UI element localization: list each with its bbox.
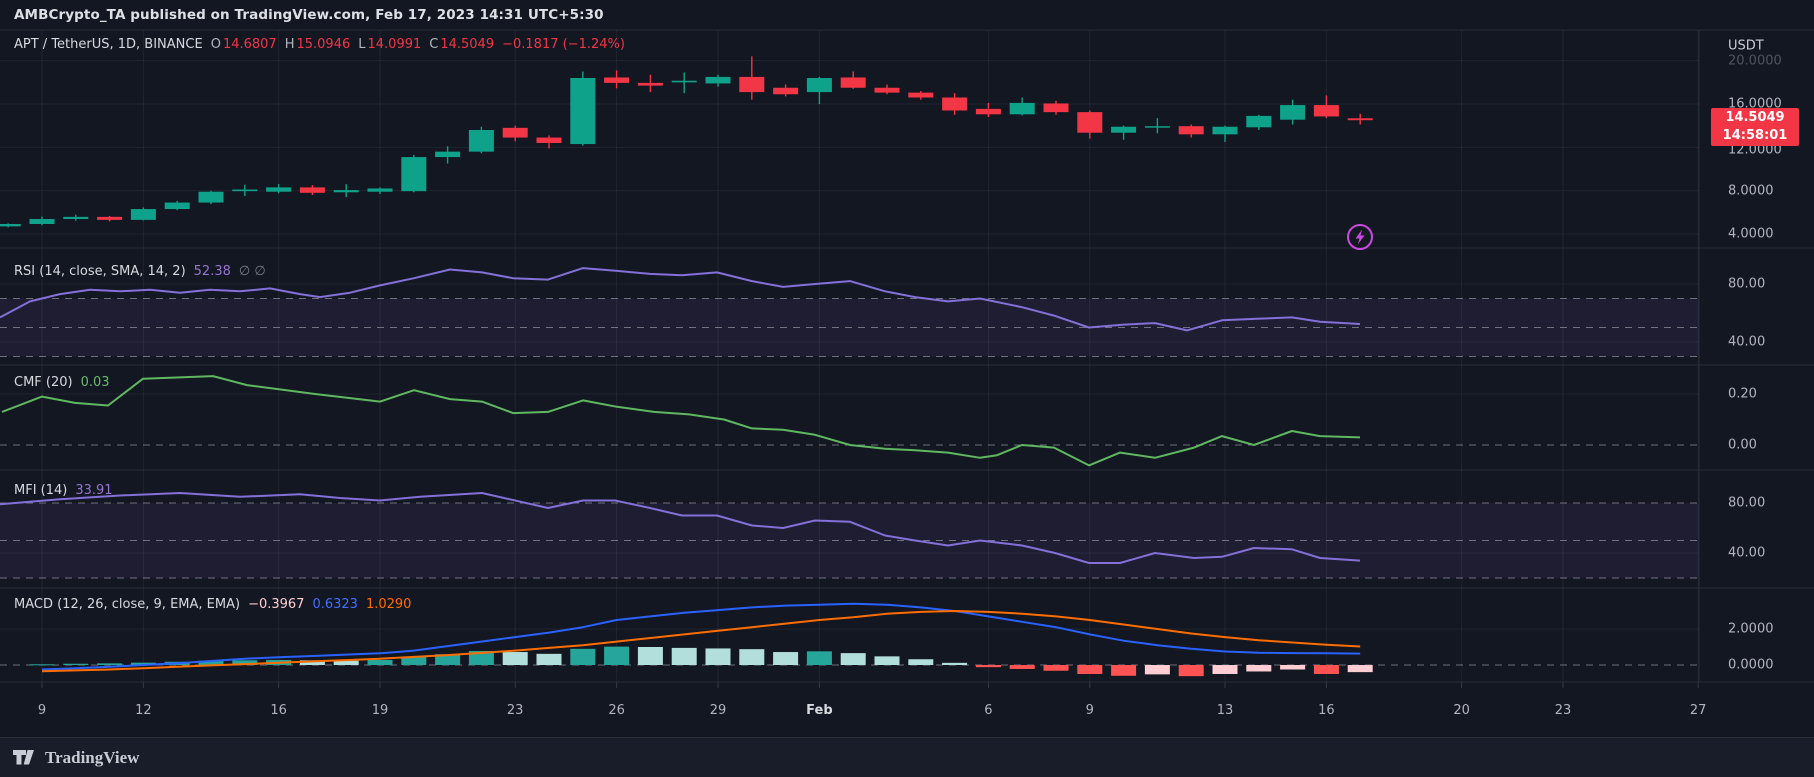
time-axis-label: 16 <box>270 703 287 718</box>
time-axis-label: 13 <box>1216 703 1234 718</box>
price-axis-label: 20.0000 <box>1728 53 1782 69</box>
time-axis-label: 16 <box>1318 703 1335 718</box>
cmf-value: 0.03 <box>80 375 110 390</box>
indicator-bands <box>0 298 1699 578</box>
cmf-title: CMF (20) <box>14 375 73 390</box>
low-value: 14.0991 <box>367 37 422 52</box>
mfi-legend[interactable]: MFI (14) 33.91 <box>14 483 113 498</box>
price-axis-label: 8.0000 <box>1728 183 1774 199</box>
price-axis-label: 0.00 <box>1728 437 1757 453</box>
macd-legend[interactable]: MACD (12, 26, close, 9, EMA, EMA) −0.396… <box>14 597 411 612</box>
candles-layer <box>0 56 1373 228</box>
price-axis-label: 12.0000 <box>1728 142 1782 158</box>
open-label: O <box>210 37 221 52</box>
time-axis-label: 20 <box>1453 703 1470 718</box>
tradingview-logo-text[interactable]: TradingView <box>45 747 140 767</box>
open-value: 14.6807 <box>222 37 277 52</box>
time-axis-label: 26 <box>608 703 625 718</box>
price-axis-label: 16.0000 <box>1728 96 1782 112</box>
low-label: L <box>358 37 366 52</box>
time-axis-label: 6 <box>984 703 993 718</box>
time-axis-label: 9 <box>37 703 47 718</box>
symbol-title: APT / TetherUS, 1D, BINANCE <box>14 37 203 52</box>
close-label: C <box>429 37 439 52</box>
rsi-empty-values: ∅ ∅ <box>238 264 266 279</box>
high-value: 15.0946 <box>296 37 351 52</box>
price-axis-label: 40.00 <box>1728 334 1766 350</box>
price-axis-label: 0.20 <box>1728 386 1757 402</box>
high-label: H <box>284 37 295 52</box>
time-axis-label: 27 <box>1689 703 1707 718</box>
macd-title: MACD (12, 26, close, 9, EMA, EMA) <box>14 597 241 612</box>
price-axis-label: 0.0000 <box>1728 657 1774 673</box>
pane-separators <box>0 29 1814 683</box>
rsi-line <box>0 267 1361 332</box>
price-axis-label: 4.0000 <box>1728 226 1774 242</box>
mfi-title: MFI (14) <box>14 483 68 498</box>
price-axis-label: 40.00 <box>1728 545 1766 561</box>
price-axis-label: USDT <box>1728 38 1764 54</box>
time-axis-label: 29 <box>709 703 727 718</box>
time-axis-label: Feb <box>806 703 833 718</box>
rsi-title: RSI (14, close, SMA, 14, 2) <box>14 264 186 279</box>
grid-lines <box>0 30 1699 688</box>
tradingview-logo-icon[interactable] <box>13 750 35 765</box>
rsi-legend[interactable]: RSI (14, close, SMA, 14, 2) 52.38 ∅ ∅ <box>14 264 266 279</box>
time-axis-label: 23 <box>506 703 524 718</box>
time-axis-label: 9 <box>1085 703 1094 718</box>
macd-line-value: 0.6323 <box>312 597 358 612</box>
lightning-icon[interactable] <box>1347 224 1373 250</box>
price-axis-label: 2.0000 <box>1728 621 1774 637</box>
mfi-line <box>0 492 1361 564</box>
main-series-legend[interactable]: APT / TetherUS, 1D, BINANCE O 14.6807 H 15… <box>14 37 625 52</box>
macd-lines <box>41 602 1361 673</box>
price-axis-label: 80.00 <box>1728 495 1766 511</box>
macd-histogram <box>29 646 1373 677</box>
price-axis-label: 80.00 <box>1728 276 1766 292</box>
macd-signal-value: 1.0290 <box>365 597 412 612</box>
last-price-badge: 14.5049 14:58:01 <box>1711 108 1799 146</box>
time-axis-label: 19 <box>371 703 389 718</box>
rsi-value: 52.38 <box>193 264 231 279</box>
time-axis-label: 23 <box>1554 703 1572 718</box>
time-axis-label: 12 <box>135 703 152 718</box>
publish-header: AMBCrypto_TA published on TradingView.co… <box>14 7 604 23</box>
mfi-value: 33.91 <box>75 483 113 498</box>
last-price: 14.5049 <box>1725 110 1785 125</box>
countdown-timer: 14:58:01 <box>1722 128 1788 143</box>
macd-hist-value: −0.3967 <box>248 597 305 612</box>
cmf-line <box>1 375 1361 467</box>
close-value: 14.5049 <box>440 37 495 52</box>
footer-bar: TradingView <box>0 737 1814 777</box>
cmf-legend[interactable]: CMF (20) 0.03 <box>14 375 110 390</box>
change-value: −0.1817 (−1.24%) <box>502 37 625 52</box>
